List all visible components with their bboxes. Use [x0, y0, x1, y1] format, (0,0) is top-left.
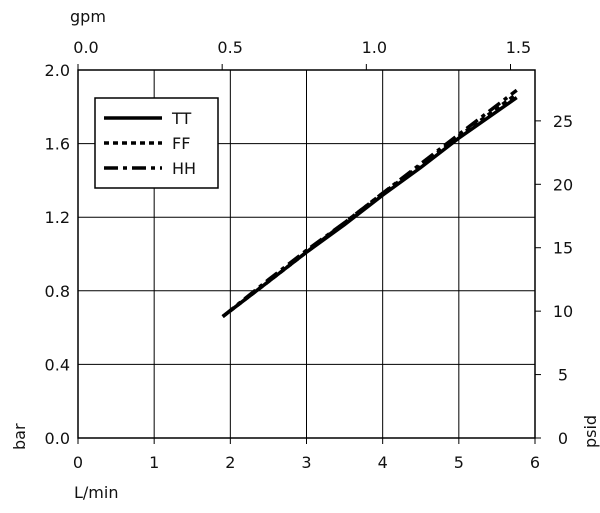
x2-tick-label: 1.0: [362, 38, 387, 57]
y2-tick-label: 10: [553, 302, 573, 321]
y2-axis-label: psid: [581, 415, 600, 448]
y2-tick-label: 15: [553, 239, 573, 258]
x2-tick-label: 1.5: [506, 38, 531, 57]
x2-tick-label: 0.5: [217, 38, 242, 57]
x-tick-label: 5: [454, 453, 464, 472]
y-tick-label: 1.2: [45, 208, 70, 227]
y-tick-label: 0.4: [45, 355, 70, 374]
x-tick-label: 3: [301, 453, 311, 472]
y-tick-label: 2.0: [45, 61, 70, 80]
y-tick-label: 0.8: [45, 282, 70, 301]
x-tick-label: 0: [73, 453, 83, 472]
x2-tick-label: 0.0: [73, 38, 98, 57]
y2-tick-label: 0: [558, 429, 568, 448]
y-tick-label: 0.0: [45, 429, 70, 448]
y2-tick-label: 20: [553, 175, 573, 194]
x2-axis-label: gpm: [70, 7, 106, 26]
y2-tick-label: 25: [553, 112, 573, 131]
legend-label: HH: [172, 159, 196, 178]
x-tick-label: 6: [530, 453, 540, 472]
y-tick-label: 1.6: [45, 135, 70, 154]
legend: TT FF HH: [94, 97, 219, 189]
legend-label: FF: [172, 134, 190, 153]
x-axis-label: L/min: [74, 483, 118, 502]
x-tick-label: 1: [149, 453, 159, 472]
series-line: [221, 88, 518, 318]
x-tick-label: 2: [225, 453, 235, 472]
y2-tick-label: 5: [558, 366, 568, 385]
y-axis-label: bar: [10, 423, 29, 450]
legend-label: TT: [171, 109, 191, 128]
x-tick-label: 4: [378, 453, 388, 472]
